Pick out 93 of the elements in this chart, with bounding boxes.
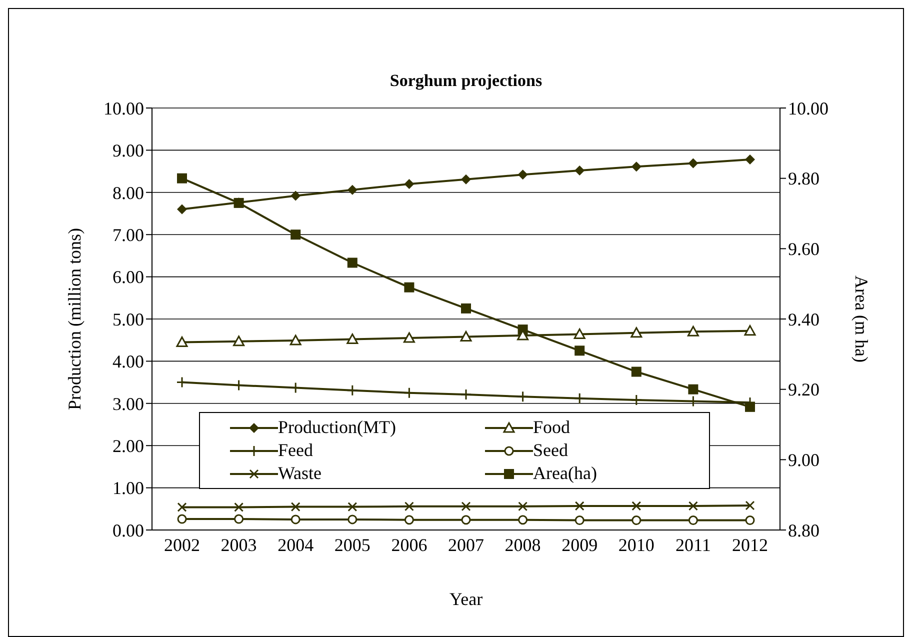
x-tick-label: 2012	[732, 534, 768, 555]
y2-tick-label: 9.80	[788, 168, 820, 189]
point	[518, 515, 528, 525]
point	[403, 332, 415, 343]
x-tick-label: 2007	[448, 534, 484, 555]
legend-label: Production(MT)	[278, 416, 396, 439]
legend-label: Seed	[533, 439, 568, 462]
point	[404, 515, 414, 525]
point	[461, 174, 471, 184]
point	[632, 516, 642, 526]
y2-tick-label: 8.80	[788, 520, 820, 540]
point	[460, 330, 472, 342]
x-tick-label: 2003	[220, 534, 257, 555]
point	[177, 173, 187, 184]
x-tick-label: 2002	[164, 534, 200, 555]
legend-label: Waste	[278, 462, 322, 485]
point	[518, 170, 528, 180]
x-tick-label: 2008	[504, 534, 541, 555]
point	[460, 388, 472, 400]
point	[404, 282, 414, 292]
point	[631, 162, 642, 172]
point	[630, 394, 642, 406]
x-tick-label: 2010	[618, 534, 654, 555]
x-tick-label: 2009	[562, 534, 598, 555]
y2-axis-title: Area (m ha)	[850, 276, 872, 362]
point	[688, 516, 698, 526]
point	[745, 516, 755, 526]
point	[348, 502, 358, 512]
point	[461, 515, 471, 525]
y-axis-title: Production (million tons)	[64, 228, 86, 410]
point	[176, 336, 188, 347]
point	[177, 204, 187, 214]
point	[290, 514, 300, 524]
point	[348, 514, 358, 524]
point	[347, 258, 358, 268]
point	[688, 501, 698, 511]
point	[177, 514, 187, 524]
point	[234, 502, 244, 512]
point	[461, 303, 471, 314]
chart-title: Sorghum projections	[388, 71, 544, 91]
point	[688, 158, 698, 168]
x-tick-label: 2006	[391, 534, 428, 555]
point	[234, 514, 244, 524]
point	[517, 390, 529, 402]
x-axis-title: Year	[448, 589, 484, 610]
point	[687, 326, 699, 336]
y2-tick-label: 9.40	[788, 309, 820, 330]
point	[688, 384, 698, 394]
point	[574, 328, 586, 339]
y-tick-label: 2.00	[112, 436, 144, 456]
y-tick-label: 7.00	[112, 224, 144, 245]
point	[574, 516, 584, 526]
point	[404, 502, 414, 512]
y2-tick-label: 9.20	[788, 380, 820, 400]
y-tick-label: 10.00	[104, 98, 144, 118]
y2-tick-label: 9.60	[788, 239, 820, 260]
point	[347, 184, 358, 195]
y-tick-label: 9.00	[112, 140, 144, 161]
x-tick-label: 2004	[278, 534, 314, 555]
legend-label: Area(ha)	[533, 462, 597, 485]
point	[177, 502, 187, 512]
y-tick-label: 8.00	[112, 182, 144, 203]
x-tick-label: 2005	[334, 534, 370, 555]
point	[461, 502, 471, 512]
y-tick-label: 5.00	[112, 309, 144, 330]
point	[346, 334, 358, 344]
x-tick-label: 2011	[676, 534, 711, 555]
point	[290, 334, 302, 346]
point	[631, 366, 642, 377]
y-tick-label: 6.00	[112, 267, 144, 288]
y-tick-label: 4.00	[112, 352, 144, 372]
point	[632, 501, 642, 511]
point	[574, 165, 585, 176]
point	[574, 501, 584, 511]
point	[745, 500, 755, 510]
point	[346, 384, 358, 396]
point	[404, 178, 414, 189]
y-tick-label: 3.00	[112, 394, 144, 414]
point	[518, 502, 528, 512]
point	[745, 154, 755, 164]
point	[290, 190, 301, 201]
legend-label: Food	[533, 416, 570, 439]
point	[574, 346, 585, 356]
y2-tick-label: 10.00	[788, 98, 828, 118]
y-tick-label: 1.00	[112, 478, 144, 498]
point	[630, 327, 642, 338]
y-tick-label: 0.00	[112, 520, 144, 540]
y2-tick-label: 9.00	[788, 450, 820, 470]
point	[744, 325, 756, 336]
legend-label: Feed	[278, 439, 313, 462]
point	[290, 502, 300, 512]
point	[290, 230, 301, 240]
point	[233, 336, 245, 346]
